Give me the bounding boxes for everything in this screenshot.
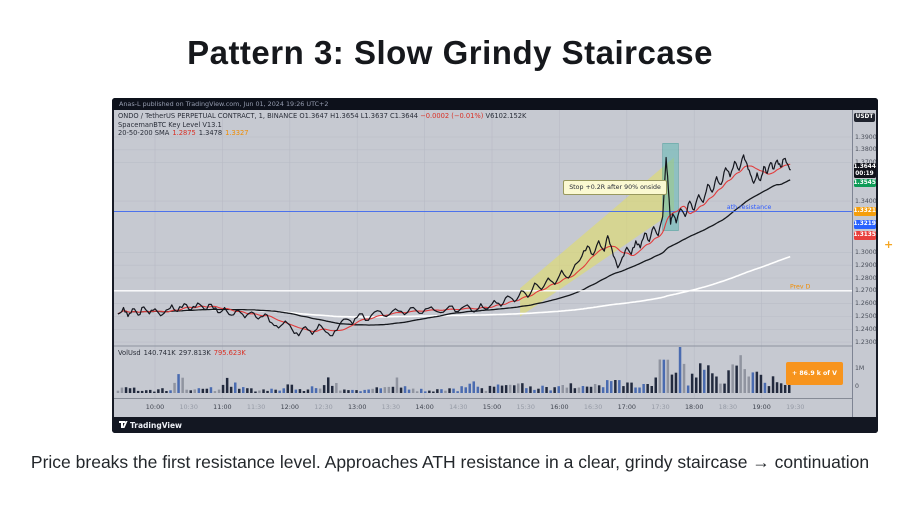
price-volume-canvas: ath resistance Prev D (114, 110, 852, 398)
time-axis-label: 10:00 (145, 403, 165, 411)
chart-footer-bar: TradingView (112, 417, 878, 433)
legend-indicator-sma: 20-50-200 SMA 1.2875 1.3478 1.3327 (118, 129, 526, 138)
volume-value-1: 140.741K (143, 349, 176, 357)
time-axis-label: 16:00 (550, 403, 569, 411)
time-axis-label: 16:30 (583, 403, 603, 411)
time-axis-label: 13:00 (347, 403, 367, 411)
time-axis-label: 11:30 (246, 403, 266, 411)
price-badge: 1.3545 (853, 178, 876, 187)
currency-toggle-button[interactable]: USDT (854, 113, 875, 122)
price-scale[interactable]: USDT 1.3900 1.3800 1.3700 1.3400 1.3000 1.290… (852, 110, 876, 417)
sma-label: 20-50-200 SMA (118, 129, 170, 138)
svg-text:ath resistance: ath resistance (727, 204, 772, 211)
price-tick-label: 1.2800 (855, 274, 876, 282)
time-axis-label: 12:30 (314, 403, 333, 411)
volume-label: VolUsd (118, 349, 141, 357)
price-tick-label: 1.3400 (855, 197, 876, 205)
chart-plot-area[interactable]: ath resistance Prev D ONDO / TetherUS PER… (114, 110, 852, 398)
legend-symbol-row: ONDO / TetherUS PERPETUAL CONTRACT, 1, B… (118, 112, 526, 121)
sma50-value: 1.3478 (198, 129, 223, 138)
time-axis-label: 10:30 (179, 403, 198, 411)
legend-indicator-keylevel: SpacemanBTC Key Level V13.1 (118, 120, 222, 129)
price-badge: 1.3135 (853, 231, 876, 240)
time-axis-label: 13:30 (381, 403, 401, 411)
time-axis-label: 14:00 (415, 403, 434, 411)
price-tick-label: 1.3000 (855, 248, 876, 256)
price-tick-label: 1.2600 (855, 300, 876, 308)
margin-plus-marker: + (884, 238, 894, 251)
sma200-value: 1.3327 (225, 129, 249, 138)
ohlc-readout: O1.3647 H1.3654 L1.3637 C1.3644 (299, 112, 419, 120)
time-axis-label: 12:00 (280, 403, 299, 411)
price-badge: 1.3219 (853, 220, 876, 229)
volume-value-3: 795.623K (213, 349, 246, 357)
time-axis-label: 15:30 (516, 403, 535, 411)
stop-annotation: Stop +0.2R after 90% onside (563, 180, 667, 195)
price-tick-label: 1.3700 (853, 159, 876, 166)
price-tick-label: 1.3900 (855, 133, 876, 141)
svg-text:Prev D: Prev D (790, 283, 810, 290)
time-axis-label: 19:00 (752, 403, 771, 411)
time-axis-label: 19:30 (786, 403, 805, 411)
volume-tick-label: 1M (855, 365, 865, 372)
price-tick-label: 1.2700 (855, 287, 876, 295)
change-readout: −0.0002 (−0.01%) (420, 112, 484, 120)
page-title: Pattern 3: Slow Grindy Staircase (187, 34, 713, 71)
volume-tick-label: 0 (855, 383, 859, 390)
time-axis-label: 11:00 (213, 403, 232, 411)
volume-value-2: 297.813K (178, 349, 211, 357)
tradingview-brand: TradingView (130, 420, 182, 430)
time-axis-label: 18:30 (718, 403, 738, 411)
price-tick-label: 1.2500 (855, 312, 876, 320)
price-tick-label: 1.2300 (855, 338, 876, 346)
price-badge: 1.3644 00:19 (853, 163, 876, 179)
price-tick-label: 1.2900 (855, 261, 876, 269)
time-axis-label: 17:30 (651, 403, 670, 411)
sma20-value: 1.2875 (172, 129, 196, 138)
tradingview-logo-icon (119, 421, 128, 429)
time-axis[interactable]: 10:00 10:30 11:00 11:30 12:00 12:30 13:00 13:30… (114, 398, 852, 417)
tradingview-chart-screenshot: Anas-L published on TradingView.com, Jun… (112, 98, 878, 433)
price-tick-label: 1.2400 (855, 325, 876, 333)
price-tick-label: 1.3800 (855, 146, 876, 154)
symbol-label: ONDO / TetherUS PERPETUAL CONTRACT, 1, B… (118, 112, 298, 120)
time-axis-label: 15:00 (482, 403, 502, 411)
chart-legend: ONDO / TetherUS PERPETUAL CONTRACT, 1, B… (118, 112, 526, 138)
volume-annotation-box: + 86.9 k of V (786, 362, 843, 385)
price-badge: 1.3321 (853, 207, 876, 216)
time-axis-label: 17:00 (617, 403, 636, 411)
slide-caption: Price breaks the first resistance level.… (30, 452, 870, 472)
time-axis-label: 14:30 (449, 403, 468, 411)
time-axis-label: 18:00 (684, 403, 704, 411)
publish-info-bar: Anas-L published on TradingView.com, Jun… (112, 98, 878, 110)
volume-readout: V6102.152K (485, 112, 527, 120)
volume-legend: VolUsd 140.741K 297.813K 795.623K (118, 349, 249, 357)
